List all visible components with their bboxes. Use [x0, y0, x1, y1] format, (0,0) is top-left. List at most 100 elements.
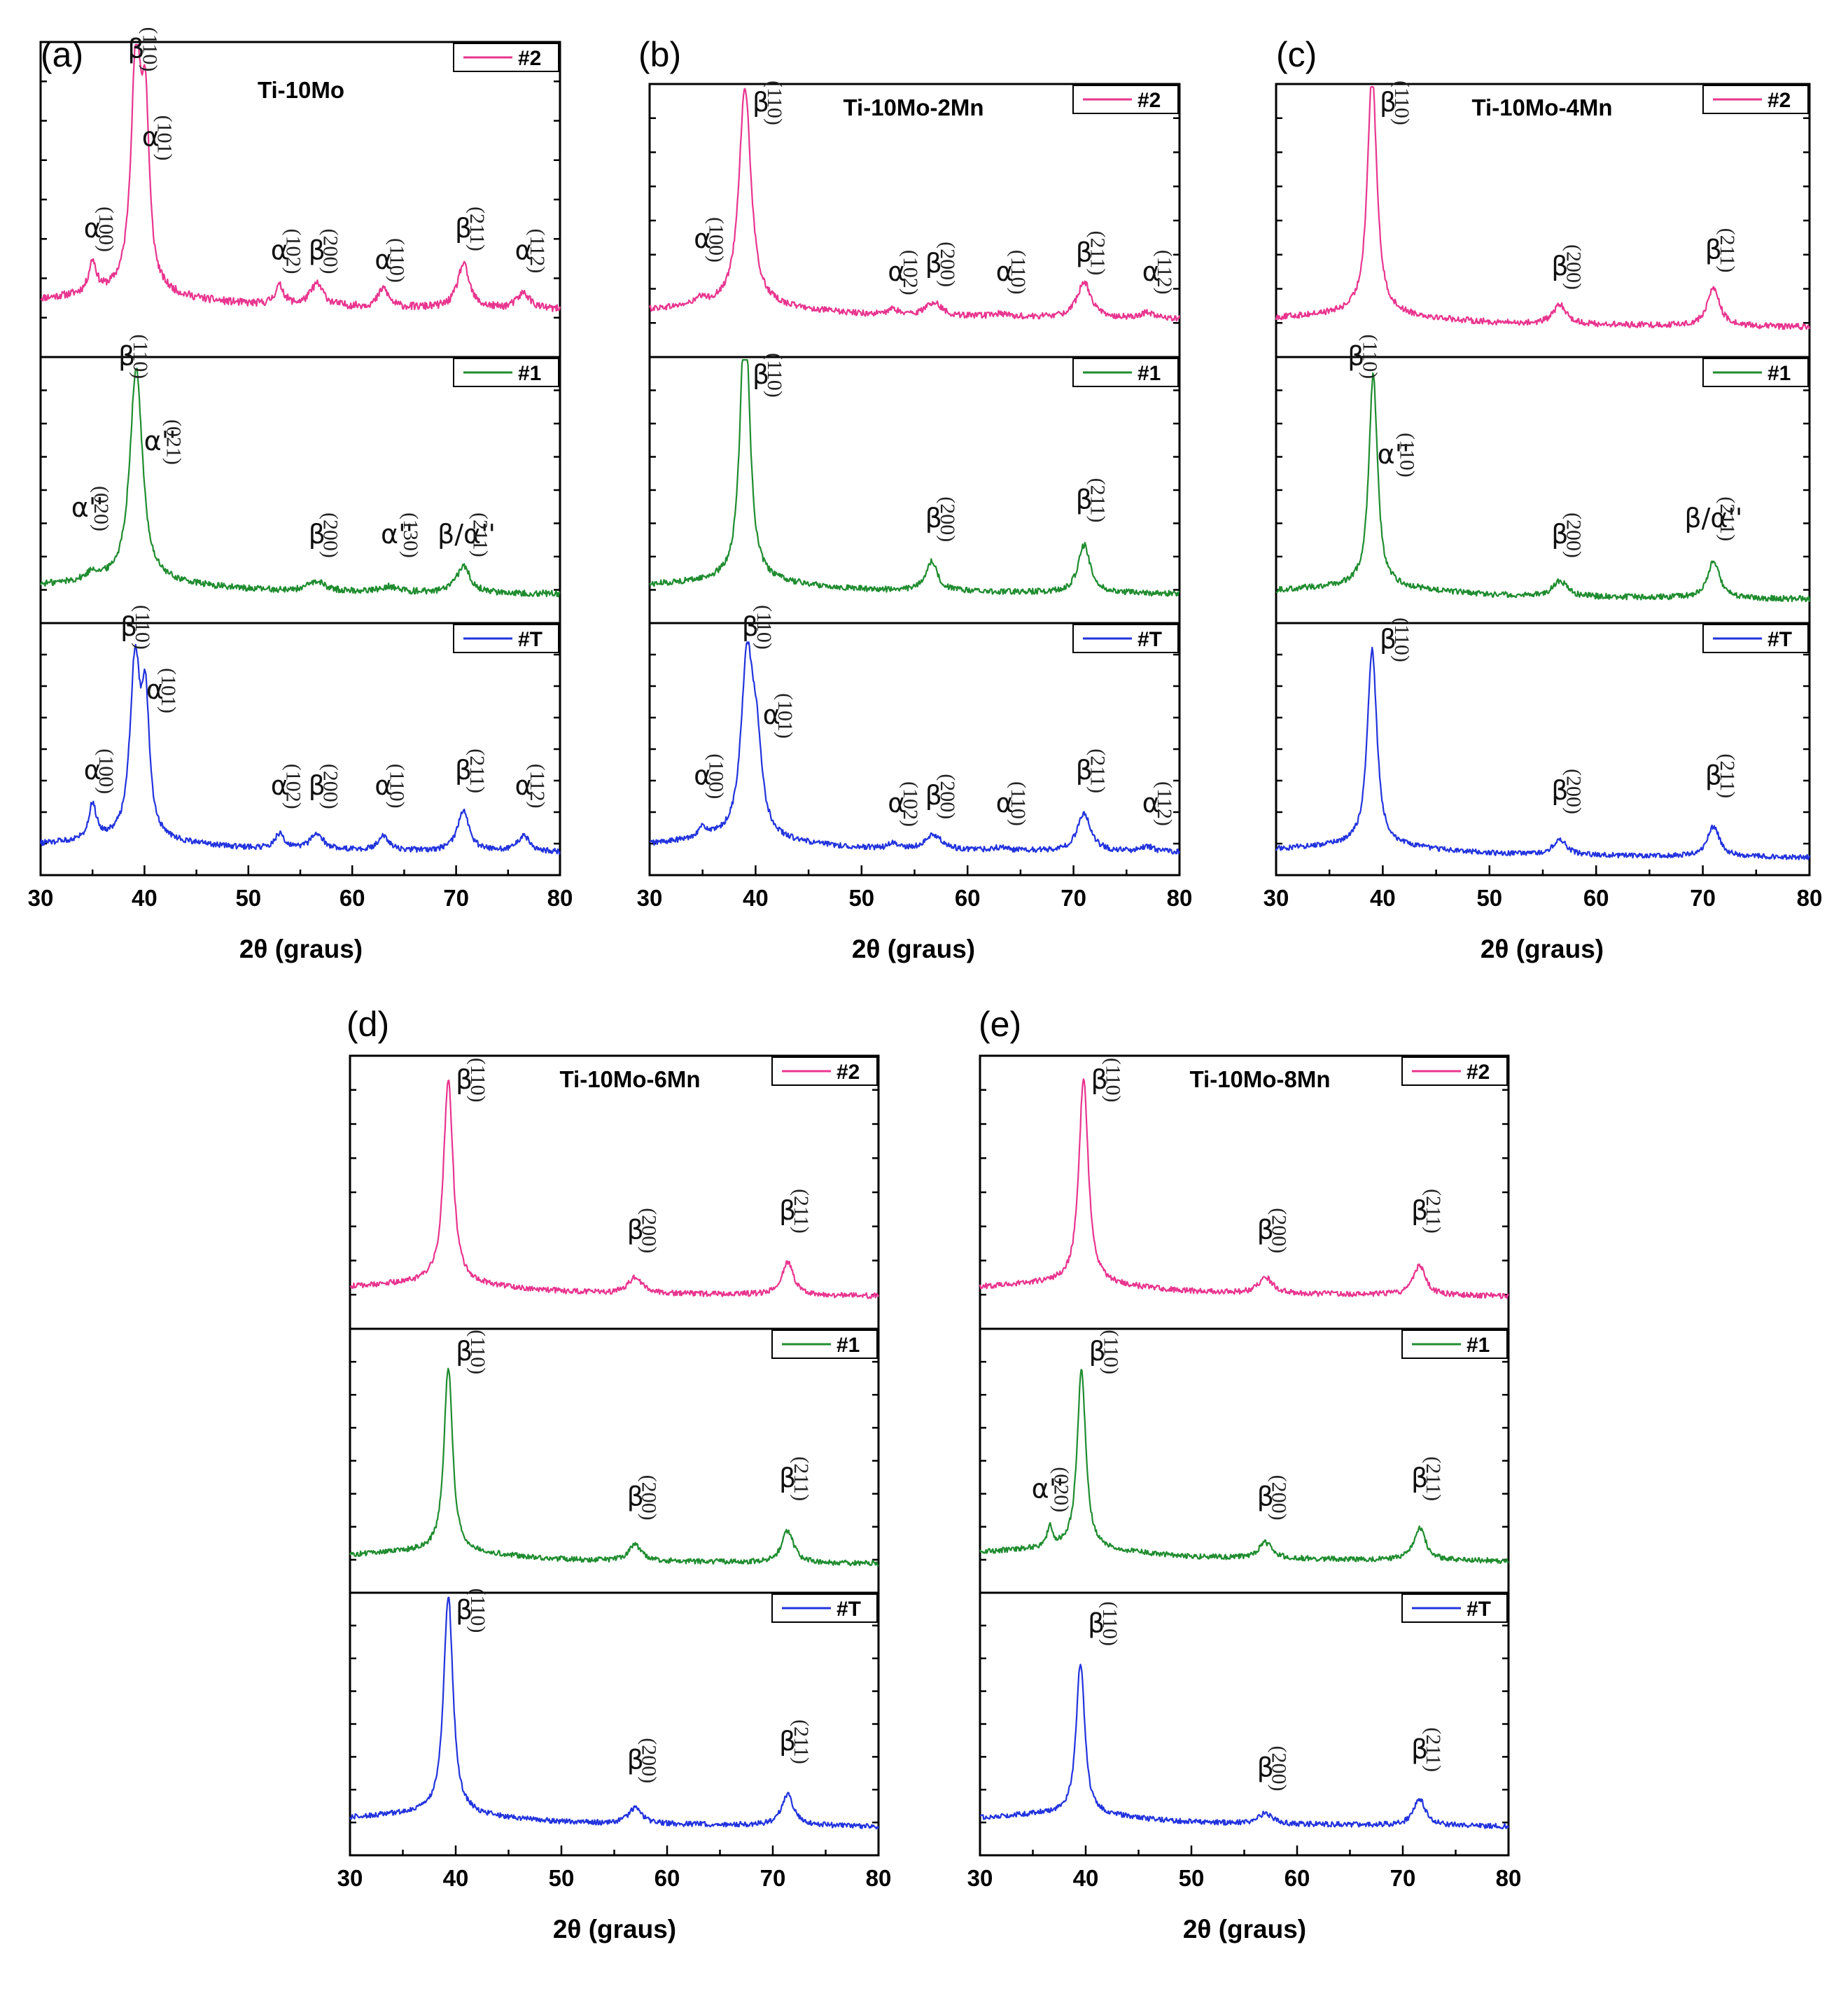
xrd-series-line: [40, 43, 561, 312]
x-tick-label: 40: [132, 885, 158, 911]
peak-hkl-label: (110): [1102, 1058, 1125, 1103]
legend-label: #2: [1768, 89, 1791, 112]
peak-hkl-label: (200): [1562, 769, 1585, 814]
xrd-series-line: [1275, 85, 1811, 330]
x-tick-label: 70: [1690, 885, 1716, 911]
peak-phase-label: β: [752, 87, 769, 118]
peak-hkl-label: (110): [763, 353, 786, 398]
xrd-series-line: [979, 1663, 1509, 1829]
peak-hkl-label: (211): [465, 207, 489, 251]
x-tick-label: 40: [443, 1865, 469, 1891]
peak-hkl-label: (110): [129, 334, 152, 379]
x-tick-label: 80: [1797, 885, 1823, 911]
peak-hkl-label: (110): [1007, 250, 1030, 295]
peak-hkl-label: (211): [1716, 228, 1739, 273]
peak-phase-label: β: [127, 34, 144, 64]
peak-phase-label: α: [142, 122, 160, 153]
peak-hkl-label: (112): [526, 764, 549, 809]
x-tick-label: 40: [743, 885, 769, 911]
peak-hkl-label: (021): [162, 419, 186, 465]
peak-phase-label: β: [1076, 484, 1093, 515]
peak-phase-label: β: [456, 1064, 472, 1095]
peak-phase-label: α: [763, 699, 780, 730]
peak-phase-label: β: [118, 340, 135, 371]
peak-hkl-label: (112): [1153, 250, 1176, 295]
xrd-series-line: [39, 643, 561, 855]
peak-hkl-label: (110): [1098, 1601, 1121, 1646]
peak-hkl-label: (110): [466, 1058, 489, 1103]
x-tick-label: 50: [848, 885, 874, 911]
x-tick-label: 80: [1167, 885, 1193, 911]
x-tick-label: 80: [547, 885, 573, 911]
peak-hkl-label: (211): [1086, 748, 1110, 793]
peak-hkl-label: (200): [1268, 1475, 1291, 1521]
peak-phase-label: β: [1551, 519, 1568, 550]
peak-phase-label: α'': [1378, 439, 1410, 470]
x-tick-label: 30: [967, 1865, 993, 1891]
peak-hkl-label: (211): [1422, 1189, 1445, 1234]
peak-phase-label: α: [996, 788, 1014, 818]
peak-hkl-label: (102): [281, 229, 304, 274]
legend-label: #2: [1466, 1061, 1490, 1084]
x-tick-label: 50: [549, 1865, 575, 1891]
x-axis-label: 2θ (graus): [239, 935, 363, 963]
peak-hkl-label: (200): [638, 1208, 661, 1253]
x-tick-label: 80: [1496, 1865, 1522, 1891]
x-tick-label: 40: [1370, 885, 1396, 911]
x-tick-label: 60: [955, 885, 981, 911]
peak-phase-label: β: [1551, 251, 1568, 281]
peak-hkl-label: (110): [1390, 81, 1413, 125]
xrd-series-line: [349, 1596, 880, 1829]
peak-phase-label: β: [627, 1744, 644, 1775]
peak-phase-label: α: [888, 788, 905, 818]
x-tick-label: 30: [1264, 885, 1289, 911]
peak-phase-label: β: [1257, 1214, 1274, 1245]
xrd-series-line: [979, 1078, 1509, 1299]
x-tick-label: 60: [1284, 1865, 1310, 1891]
peak-phase-label: α: [374, 770, 392, 801]
peak-hkl-label: (102): [899, 250, 922, 295]
peak-phase-label: α'': [1032, 1473, 1064, 1504]
peak-phase-label: β: [925, 780, 942, 811]
legend-label: #1: [1768, 362, 1791, 385]
peak-phase-label: β: [925, 248, 942, 279]
peak-phase-label: α'': [144, 426, 176, 456]
xrd-series-line: [349, 1367, 879, 1567]
peak-phase-label: β: [779, 1726, 796, 1757]
peak-hkl-label: (101): [774, 693, 797, 739]
legend-label: #T: [1466, 1598, 1491, 1621]
peak-hkl-label: (101): [157, 668, 180, 713]
peak-hkl-label: (110): [386, 764, 409, 809]
xrd-series-line: [649, 641, 1181, 855]
peak-phase-label: α: [84, 213, 102, 244]
x-axis-label: 2θ (graus): [1480, 935, 1604, 963]
peak-phase-label: β: [309, 519, 326, 550]
peak-hkl-label: (100): [705, 753, 728, 799]
peak-phase-label: β: [1257, 1481, 1274, 1512]
peak-phase-label: β: [456, 1336, 472, 1367]
peak-phase-label: β: [1411, 1195, 1428, 1226]
xrd-series-line: [350, 1080, 880, 1299]
peak-phase-label: α: [888, 256, 905, 287]
peak-phase-label: α: [1142, 788, 1160, 818]
peak-hkl-label: (020): [90, 486, 113, 531]
peak-phase-label: β: [1257, 1752, 1274, 1783]
x-axis-label: 2θ (graus): [852, 935, 975, 963]
x-tick-label: 60: [654, 1865, 680, 1891]
peak-hkl-label: (200): [1562, 512, 1585, 558]
peak-hkl-label: (200): [1268, 1746, 1291, 1792]
peak-phase-label: β: [1076, 755, 1093, 786]
peak-phase-label: β: [309, 235, 326, 266]
peak-phase-label: α: [271, 235, 288, 266]
x-axis-label: 2θ (graus): [553, 1915, 676, 1943]
legend-label: #T: [518, 628, 542, 651]
peak-hkl-label: (100): [705, 217, 728, 263]
peak-phase-label: β: [1411, 1733, 1428, 1764]
peak-phase-label: β: [925, 503, 942, 533]
peak-phase-label: β: [1380, 87, 1396, 118]
panel-title: Ti-10Mo-2Mn: [843, 95, 983, 120]
peak-hkl-label: (110): [1396, 433, 1419, 477]
peak-phase-label: β/α'': [1684, 503, 1742, 533]
panel-title: Ti-10Mo-8Mn: [1189, 1066, 1330, 1092]
peak-hkl-label: (112): [526, 229, 549, 274]
